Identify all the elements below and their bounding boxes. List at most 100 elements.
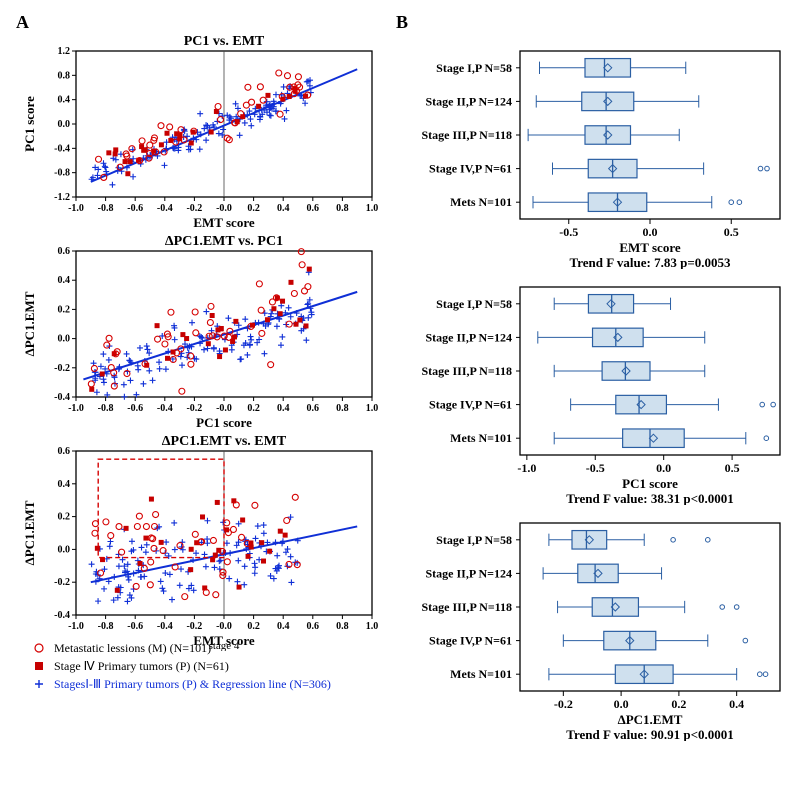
svg-text:ΔPC1.EMT vs. EMT: ΔPC1.EMT vs. EMT	[162, 434, 287, 449]
svg-text:0.4: 0.4	[277, 203, 290, 214]
svg-text:0.0: 0.0	[656, 461, 671, 475]
svg-text:0.6: 0.6	[58, 246, 71, 257]
svg-text:-0.0: -0.0	[216, 621, 232, 632]
svg-text:Mets N=101: Mets N=101	[450, 431, 512, 445]
svg-text:-0.8: -0.8	[98, 203, 114, 214]
svg-text:0.4: 0.4	[58, 479, 71, 490]
svg-text:0.2: 0.2	[671, 697, 686, 711]
svg-text:1.2: 1.2	[58, 46, 71, 57]
svg-text:0.0: 0.0	[58, 119, 71, 130]
boxplot-3: -0.2 0.0 0.2 0.4 ΔPC1.EMTTrend F value: 90.9…	[390, 513, 790, 741]
svg-text:-1.0: -1.0	[68, 621, 84, 632]
svg-text:-1.0: -1.0	[517, 461, 536, 475]
svg-text:0.6: 0.6	[307, 403, 320, 414]
svg-text:-0.4: -0.4	[54, 143, 70, 154]
svg-text:-0.2: -0.2	[186, 203, 202, 214]
scatter-2: ΔPC1.EMT vs. PC1 -1.0 -0.8 -0.6 -0.4 -0.2 -0.0…	[20, 233, 380, 433]
svg-text:0.8: 0.8	[58, 70, 71, 81]
svg-text:-0.0: -0.0	[216, 203, 232, 214]
svg-text:-1.0: -1.0	[68, 403, 84, 414]
svg-text:0.4: 0.4	[729, 697, 744, 711]
scatter-3: ΔPC1.EMT vs. EMT -1.0 -0.8 -0.6 -0.4 -0.2 -0.0…	[20, 433, 380, 633]
svg-text:-0.4: -0.4	[54, 610, 70, 621]
svg-text:Stage III,P N=118: Stage III,P N=118	[421, 128, 512, 142]
svg-text:-0.8: -0.8	[54, 168, 70, 179]
svg-text:PC1 vs. EMT: PC1 vs. EMT	[184, 34, 265, 49]
svg-text:-1.2: -1.2	[54, 192, 70, 203]
svg-text:EMT score: EMT score	[619, 240, 680, 255]
svg-text:-0.4: -0.4	[157, 203, 173, 214]
svg-text:ΔPC1.EMT: ΔPC1.EMT	[22, 291, 37, 356]
svg-text:-0.2: -0.2	[54, 577, 70, 588]
svg-text:Stage I,P N=58: Stage I,P N=58	[436, 297, 512, 311]
svg-text:0.6: 0.6	[58, 446, 71, 457]
svg-text:-0.6: -0.6	[127, 203, 143, 214]
svg-text:-0.6: -0.6	[127, 621, 143, 632]
svg-text:PC1 score: PC1 score	[622, 476, 678, 491]
svg-text:0.4: 0.4	[277, 403, 290, 414]
svg-text:Stage III,P N=118: Stage III,P N=118	[421, 364, 512, 378]
svg-text:0.0: 0.0	[614, 697, 629, 711]
svg-text:Stage II,P N=124: Stage II,P N=124	[425, 330, 512, 344]
panel-b: B -0.5 0.0 0.5 EMT scoreTrend F value: 7.83…	[390, 10, 790, 741]
svg-text:-0.4: -0.4	[157, 403, 173, 414]
svg-text:-0.4: -0.4	[157, 621, 173, 632]
svg-text:0.0: 0.0	[643, 225, 658, 239]
svg-text:0.5: 0.5	[724, 225, 739, 239]
svg-text:-0.8: -0.8	[98, 403, 114, 414]
svg-text:-1.0: -1.0	[68, 203, 84, 214]
panel-a: A PC1 vs. EMT -1.0 -0.8 -0.6 -0.4 -0.2 -0.0 0.2…	[10, 10, 380, 741]
svg-text:Stage IV,P N=61: Stage IV,P N=61	[429, 398, 512, 412]
svg-text:0.2: 0.2	[247, 403, 260, 414]
svg-text:ΔPC1.EMT: ΔPC1.EMT	[22, 500, 37, 565]
svg-text:0.8: 0.8	[336, 403, 349, 414]
svg-text:ΔPC1.EMT: ΔPC1.EMT	[618, 712, 683, 727]
svg-text:1.0: 1.0	[366, 621, 379, 632]
svg-text:Stage II,P N=124: Stage II,P N=124	[425, 94, 512, 108]
svg-text:-0.2: -0.2	[186, 621, 202, 632]
svg-text:Stage III,P N=118: Stage III,P N=118	[421, 600, 512, 614]
svg-text:Trend F value: 38.31 p<0.000: Trend F value: 38.31 p<0.0001	[566, 491, 734, 505]
svg-text:0.2: 0.2	[58, 304, 71, 315]
legend-s13-label: StagesⅠ-Ⅲ Primary tumors (P) & Regressio…	[54, 675, 331, 693]
svg-text:Stage I,P N=58: Stage I,P N=58	[436, 533, 512, 547]
svg-text:-0.0: -0.0	[216, 403, 232, 414]
svg-text:-0.5: -0.5	[559, 225, 578, 239]
svg-text:Stage IV,P N=61: Stage IV,P N=61	[429, 162, 512, 176]
svg-text:0.4: 0.4	[58, 95, 71, 106]
svg-text:0.6: 0.6	[307, 621, 320, 632]
svg-text:Mets N=101: Mets N=101	[450, 667, 512, 681]
legend-stages13: StagesⅠ-Ⅲ Primary tumors (P) & Regressio…	[30, 675, 380, 693]
svg-text:0.5: 0.5	[725, 461, 740, 475]
svg-text:Trend F value: 90.91 p<0.000: Trend F value: 90.91 p<0.0001	[566, 727, 734, 741]
svg-text:1.0: 1.0	[366, 403, 379, 414]
svg-text:0.0: 0.0	[58, 334, 71, 345]
svg-text:0.6: 0.6	[307, 203, 320, 214]
svg-text:0.4: 0.4	[277, 621, 290, 632]
svg-text:ΔPC1.EMT vs. PC1: ΔPC1.EMT vs. PC1	[165, 234, 283, 249]
svg-text:PC1 score: PC1 score	[196, 415, 252, 430]
boxplot-1: -0.5 0.0 0.5 EMT scoreTrend F value: 7.83 p…	[390, 41, 790, 269]
svg-text:EMT score: EMT score	[193, 215, 254, 230]
svg-text:0.8: 0.8	[336, 203, 349, 214]
svg-text:-0.2: -0.2	[54, 363, 70, 374]
legend-s4-label: Stage Ⅳ Primary tumors (P) (N=61)	[54, 657, 229, 675]
scatter-1: PC1 vs. EMT -1.0 -0.8 -0.6 -0.4 -0.2 -0.0 0.2 0.…	[20, 33, 380, 233]
panel-b-label: B	[390, 10, 790, 33]
svg-text:-0.5: -0.5	[586, 461, 605, 475]
svg-text:0.2: 0.2	[58, 512, 71, 523]
svg-text:-0.2: -0.2	[554, 697, 573, 711]
svg-text:Stage I,P N=58: Stage I,P N=58	[436, 61, 512, 75]
svg-text:0.2: 0.2	[247, 203, 260, 214]
svg-text:Trend F value: 7.83 p=0.0053: Trend F value: 7.83 p=0.0053	[569, 255, 731, 269]
svg-text:Stage IV,P N=61: Stage IV,P N=61	[429, 634, 512, 648]
svg-text:-0.4: -0.4	[54, 392, 70, 403]
svg-text:-0.6: -0.6	[127, 403, 143, 414]
panel-a-label: A	[10, 10, 380, 33]
svg-text:0.8: 0.8	[336, 621, 349, 632]
svg-text:0.2: 0.2	[247, 621, 260, 632]
svg-text:Mets N=101: Mets N=101	[450, 195, 512, 209]
svg-text:stage 4: stage 4	[209, 640, 240, 651]
svg-text:-0.8: -0.8	[98, 621, 114, 632]
legend-stage4: Stage Ⅳ Primary tumors (P) (N=61)	[30, 657, 380, 675]
